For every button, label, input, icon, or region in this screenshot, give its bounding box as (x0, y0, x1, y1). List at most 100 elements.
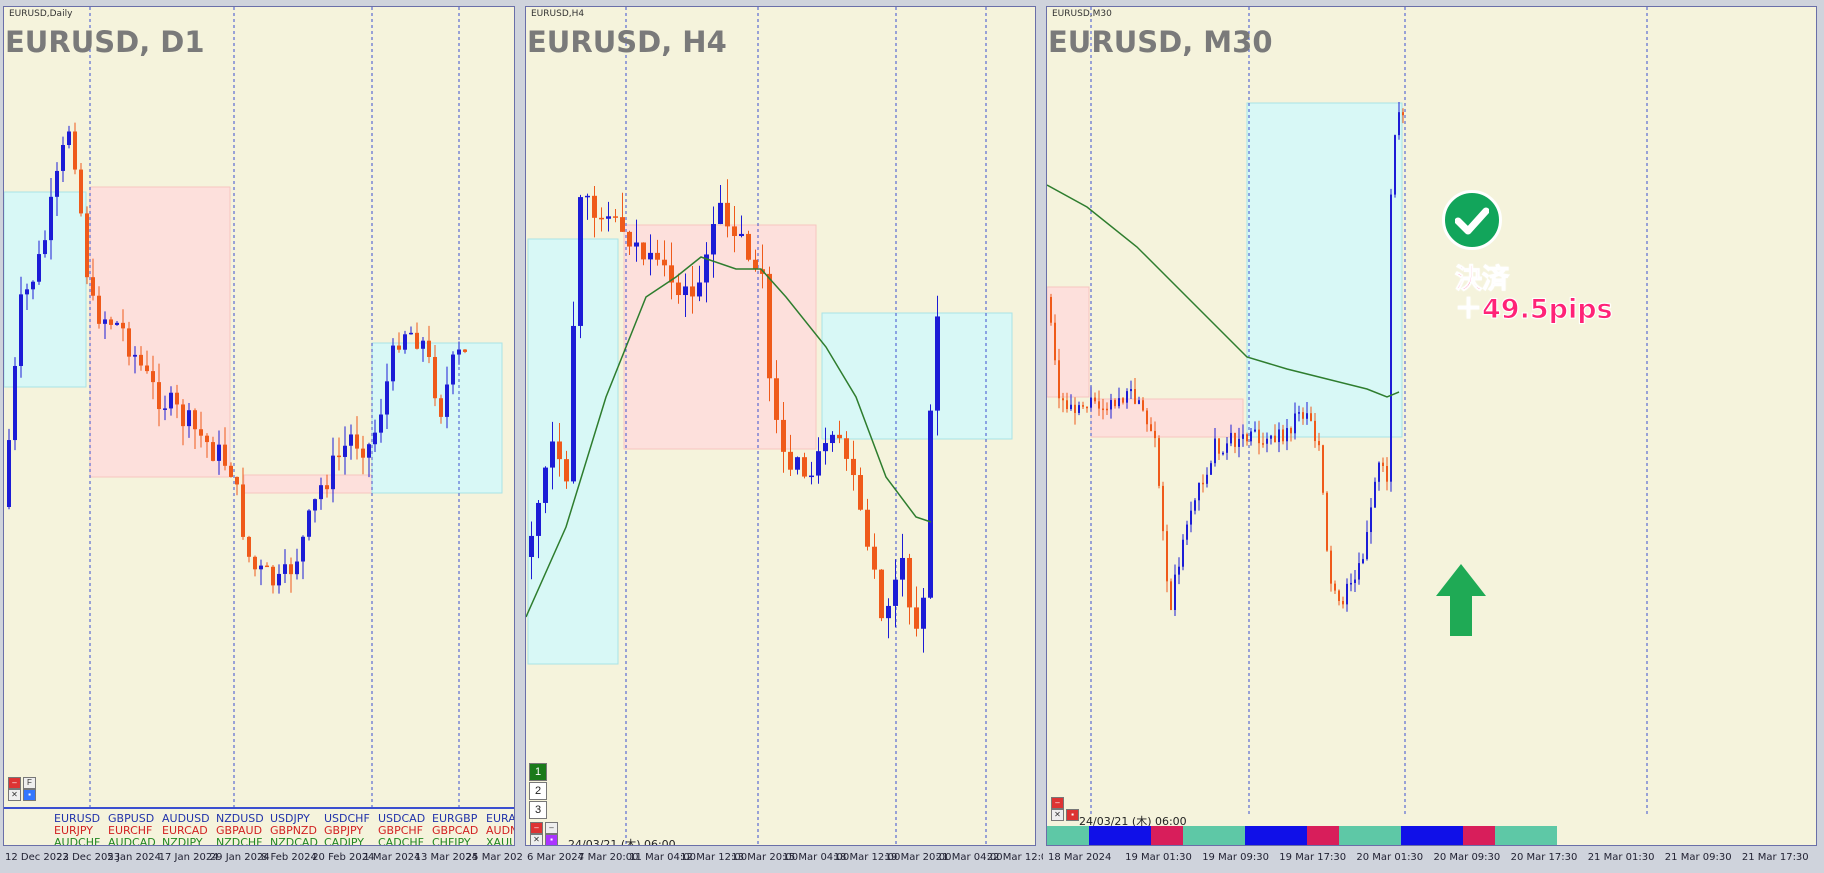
pair-eurchf[interactable]: EURCHF (108, 824, 153, 837)
candle-body (1266, 438, 1268, 444)
candle-body (313, 499, 317, 511)
candle-body (1310, 413, 1312, 421)
chart-window-d1[interactable]: EURUSD,Daily EURUSD, D1 – F ✕ ▪ EURUSD GBPU… (0, 0, 529, 873)
number-button-1[interactable]: 1 (529, 763, 547, 781)
candle-body (788, 451, 793, 470)
pair-audusd[interactable]: AUDUSD (162, 812, 210, 825)
zone-rect (1047, 286, 1090, 398)
pair-nzdcad[interactable]: NZDCAD (270, 836, 318, 846)
candle-body (1250, 431, 1252, 442)
pair-gbpusd[interactable]: GBPUSD (108, 812, 155, 825)
candle-body (205, 435, 209, 443)
candle-body (550, 441, 555, 468)
candle-body (578, 197, 583, 326)
pair-audnzd[interactable]: AUDNZD (486, 824, 514, 837)
candle-body (690, 286, 695, 297)
candle-body (1390, 194, 1392, 482)
square-icon[interactable]: ▪ (1066, 809, 1079, 821)
x-axis-label: 20 Feb 2024 (312, 852, 375, 863)
close-icon[interactable]: ✕ (8, 789, 21, 801)
candle-body (355, 434, 359, 449)
x-axis-label: 12 Dec 2023 (5, 852, 69, 863)
pair-nzdchf[interactable]: NZDCHF (216, 836, 263, 846)
candle-body (1118, 398, 1120, 407)
pair-xauusd[interactable]: XAUUSD (486, 836, 514, 846)
close-icon[interactable]: ✕ (1051, 809, 1064, 821)
candle-body (1314, 420, 1316, 442)
candle-body (295, 561, 299, 575)
pair-chfjpy[interactable]: CHFJPY (432, 836, 471, 846)
candle-body (648, 252, 653, 260)
candle-body (907, 557, 912, 608)
x-axis-label: 18 Mar 2024 (1048, 852, 1112, 863)
x-axis-label: 20 Mar 01:30 (1356, 852, 1424, 863)
number-button-2[interactable]: 2 (529, 782, 547, 800)
pair-eurcad[interactable]: EURCAD (162, 824, 208, 837)
pair-gbpnzd[interactable]: GBPNZD (270, 824, 317, 837)
pair-eurusd[interactable]: EURUSD (54, 812, 101, 825)
candle-body (271, 566, 275, 586)
candle-body (830, 434, 835, 444)
big-title-d1: EURUSD, D1 (5, 25, 205, 59)
maximize-button[interactable]: – (545, 822, 558, 834)
minimize-button[interactable]: – (8, 777, 21, 789)
candle-body (439, 398, 443, 417)
candle-body (683, 286, 688, 296)
pair-eurjpy[interactable]: EURJPY (54, 824, 93, 837)
candle-body (253, 556, 257, 570)
candle-body (409, 332, 413, 335)
chart-area-h4[interactable]: EURUSD,H4 EURUSD, H4 1 2 3 – – ✕ ▪ 24/03/2… (525, 6, 1036, 846)
candle-body (463, 349, 467, 352)
pair-euraud[interactable]: EURAUD (486, 812, 515, 825)
candle-body (1394, 135, 1396, 195)
candle-body (823, 443, 828, 452)
candle-body (277, 573, 281, 586)
candle-body (1286, 428, 1288, 442)
number-button-3[interactable]: 3 (529, 801, 547, 819)
candle-body (97, 295, 101, 324)
pair-audcad[interactable]: AUDCAD (108, 836, 156, 846)
candle-body (265, 565, 269, 568)
chart-window-h4[interactable]: EURUSD,H4 EURUSD, H4 1 2 3 – – ✕ ▪ 24/03/2… (522, 0, 1054, 873)
chart-window-m30[interactable]: EURUSD,M30 EURUSD, M30 決済 ＋49.5pips – ✕ ▪… (1043, 0, 1824, 873)
square-icon[interactable]: ▪ (545, 834, 558, 845)
candle-body (1330, 550, 1332, 584)
chart-area-m30[interactable]: EURUSD,M30 EURUSD, M30 決済 ＋49.5pips – ✕ ▪… (1046, 6, 1817, 846)
candle-body (1366, 532, 1368, 560)
pair-nzdjpy[interactable]: NZDJPY (162, 836, 203, 846)
close-icon[interactable]: ✕ (530, 834, 543, 845)
minimize-button[interactable]: – (530, 822, 543, 834)
square-icon[interactable]: ▪ (23, 789, 36, 801)
candle-body (1166, 531, 1168, 582)
signal-strip-segment (1495, 826, 1557, 845)
pair-cadjpy[interactable]: CADJPY (324, 836, 365, 846)
candle-body (1138, 400, 1140, 404)
candle-body (697, 282, 702, 297)
pair-usdjpy[interactable]: USDJPY (270, 812, 310, 825)
minimize-button[interactable]: – (1051, 797, 1064, 809)
signal-strip-segment (1463, 826, 1495, 845)
zone-rect (243, 474, 373, 494)
candle-body (1350, 582, 1352, 585)
candle-body (1354, 579, 1356, 583)
chart-area-d1[interactable]: EURUSD,Daily EURUSD, D1 – F ✕ ▪ EURUSD GBPU… (3, 6, 515, 846)
candle-body (613, 216, 618, 218)
price-plot-m30 (1047, 7, 1648, 817)
pair-gbpcad[interactable]: GBPCAD (432, 824, 479, 837)
candle-body (193, 410, 197, 430)
pair-eurgbp[interactable]: EURGBP (432, 812, 478, 825)
f-button[interactable]: F (23, 777, 36, 789)
pair-usdcad[interactable]: USDCAD (378, 812, 426, 825)
pair-audchf[interactable]: AUDCHF (54, 836, 101, 846)
candle-body (73, 131, 77, 170)
pair-gbpaud[interactable]: GBPAUD (216, 824, 263, 837)
pair-cadchf[interactable]: CADCHF (378, 836, 424, 846)
candle-body (1362, 559, 1364, 564)
candle-body (61, 145, 65, 171)
candle-body (301, 536, 305, 562)
pair-gbpjpy[interactable]: GBPJPY (324, 824, 364, 837)
candle-body (641, 242, 646, 260)
pair-gbpchf[interactable]: GBPCHF (378, 824, 423, 837)
pair-usdchf[interactable]: USDCHF (324, 812, 370, 825)
pair-nzdusd[interactable]: NZDUSD (216, 812, 264, 825)
